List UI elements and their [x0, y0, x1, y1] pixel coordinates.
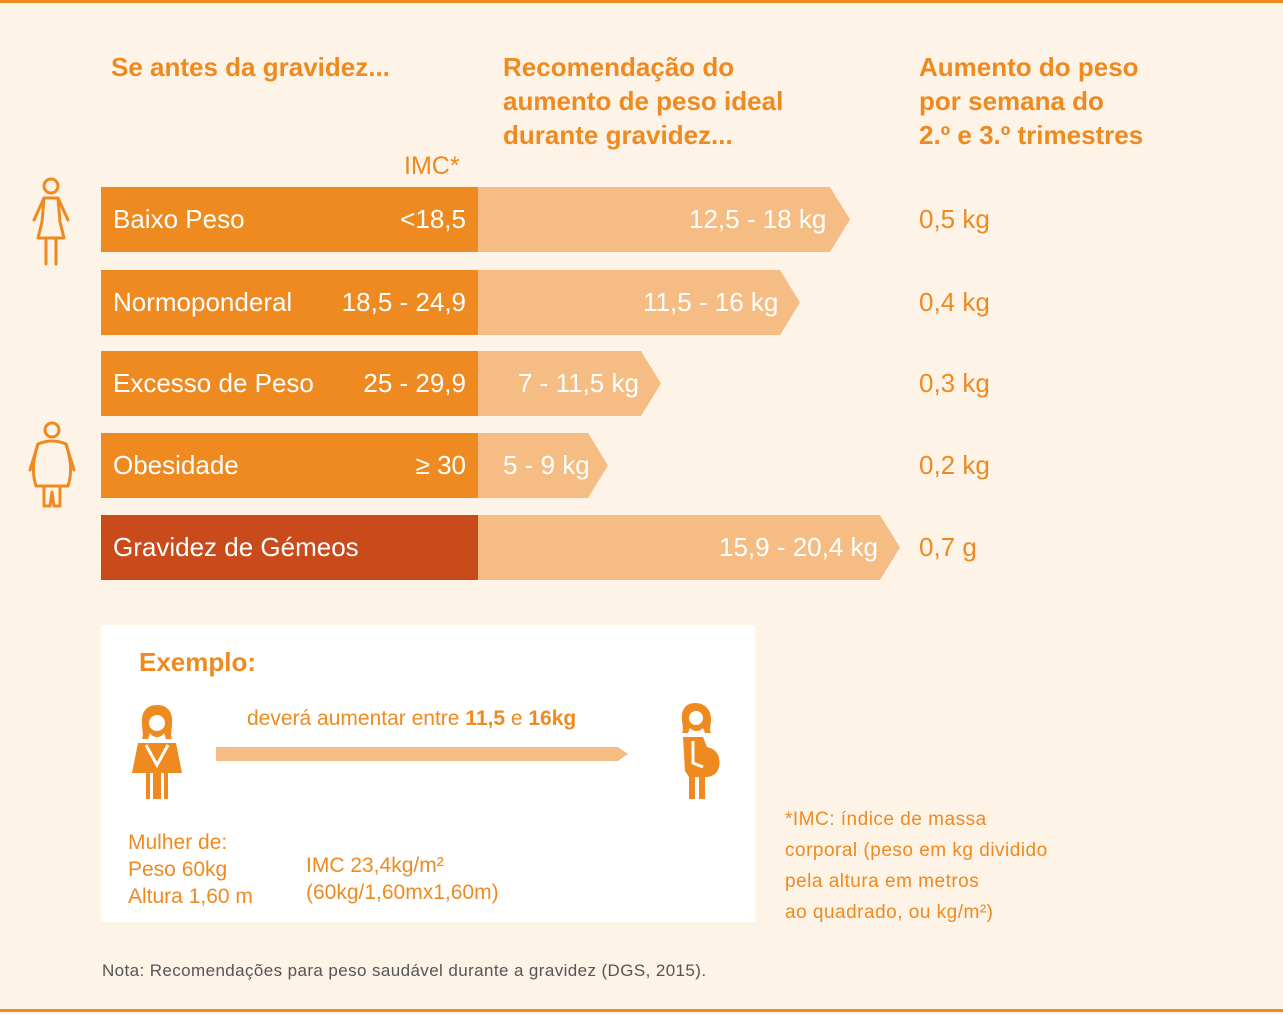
imc-line-2: (60kg/1,60mx1,60m) [306, 881, 499, 904]
header-before: Se antes da gravidez... [111, 52, 390, 82]
category-label: Normoponderal [113, 287, 293, 317]
category-cell: Gravidez de Gémeos [101, 515, 478, 580]
woman-line-2: Peso 60kg [128, 858, 228, 881]
imc-value: 18,5 - 24,9 [341, 287, 466, 317]
category-cell: Excesso de Peso 25 - 29,9 [101, 351, 478, 416]
header-weekly: Aumento do peso por semana do 2.º e 3.º … [919, 52, 1144, 150]
example-box: Exemplo: deverá aumentar entre 11,5 e 16… [101, 625, 755, 922]
pregnant-woman-icon [681, 703, 720, 799]
slim-woman-icon [32, 177, 70, 266]
imc-column-label: IMC* [404, 152, 460, 180]
arrow-prefix: deverá aumentar entre [247, 707, 466, 730]
woman-line-3: Altura 1,60 m [128, 885, 253, 908]
woman-details: Mulher de: Peso 60kg Altura 1,60 m [128, 829, 253, 910]
category-cell: Normoponderal 18,5 - 24,9 [101, 270, 478, 335]
example-arrow-text: deverá aumentar entre 11,5 e 16kg [247, 707, 576, 731]
recommendation-arrow [478, 433, 608, 498]
recommendation-value: 11,5 - 16 kg [643, 287, 779, 317]
recommendation-value: 12,5 - 18 kg [689, 204, 827, 234]
imc-value: ≥ 30 [415, 450, 466, 480]
recommendation-value: 7 - 11,5 kg [518, 368, 639, 398]
imc-line-1: IMC 23,4kg/m² [306, 854, 444, 877]
category-label: Obesidade [113, 450, 239, 480]
recommendation-value: 15,9 - 20,4 kg [719, 532, 878, 562]
imc-value: 25 - 29,9 [363, 368, 466, 398]
category-cell: Baixo Peso <18,5 [101, 187, 478, 252]
imc-footnote: *IMC: índice de massa corporal (peso em … [785, 804, 1048, 928]
category-label: Baixo Peso [113, 204, 245, 234]
footnote-line-3: pela altura em metros [785, 871, 980, 892]
category-label: Excesso de Peso [113, 368, 314, 398]
imc-details: IMC 23,4kg/m² (60kg/1,60mx1,60m) [306, 852, 499, 906]
footnote-line-4: ao quadrado, ou kg/m²) [785, 902, 994, 923]
arrow-min: 11,5 [465, 707, 506, 730]
category-label: Gravidez de Gémeos [113, 532, 359, 562]
recommendation-arrow [478, 270, 800, 335]
top-rule [0, 0, 1283, 3]
woman-icon [132, 705, 182, 799]
recommendation-arrow [478, 187, 850, 252]
footnote-line-2: corporal (peso em kg dividido [785, 840, 1048, 861]
example-title: Exemplo: [139, 647, 257, 677]
weekly-gain: 0,2 kg [919, 450, 990, 480]
recommendation-value: 5 - 9 kg [503, 450, 590, 480]
heavy-woman-icon [28, 421, 76, 508]
weekly-gain: 0,4 kg [919, 287, 990, 317]
imc-value: <18,5 [400, 204, 466, 234]
source-note: Nota: Recomendações para peso saudável d… [102, 961, 707, 980]
example-arrow [216, 747, 628, 761]
weekly-gain: 0,3 kg [919, 368, 990, 398]
weekly-gain: 0,5 kg [919, 204, 990, 234]
arrow-mid: e [505, 707, 529, 730]
bottom-rule [0, 1009, 1283, 1012]
category-cell: Obesidade ≥ 30 [101, 433, 478, 498]
recommendation-arrow [478, 515, 900, 580]
weekly-gain: 0,7 g [919, 532, 977, 562]
header-recommendation: Recomendação do aumento de peso ideal du… [503, 52, 784, 150]
woman-line-1: Mulher de: [128, 831, 228, 854]
footnote-line-1: *IMC: índice de massa [785, 809, 987, 830]
recommendation-arrow [478, 351, 661, 416]
arrow-max: 16kg [528, 707, 577, 730]
